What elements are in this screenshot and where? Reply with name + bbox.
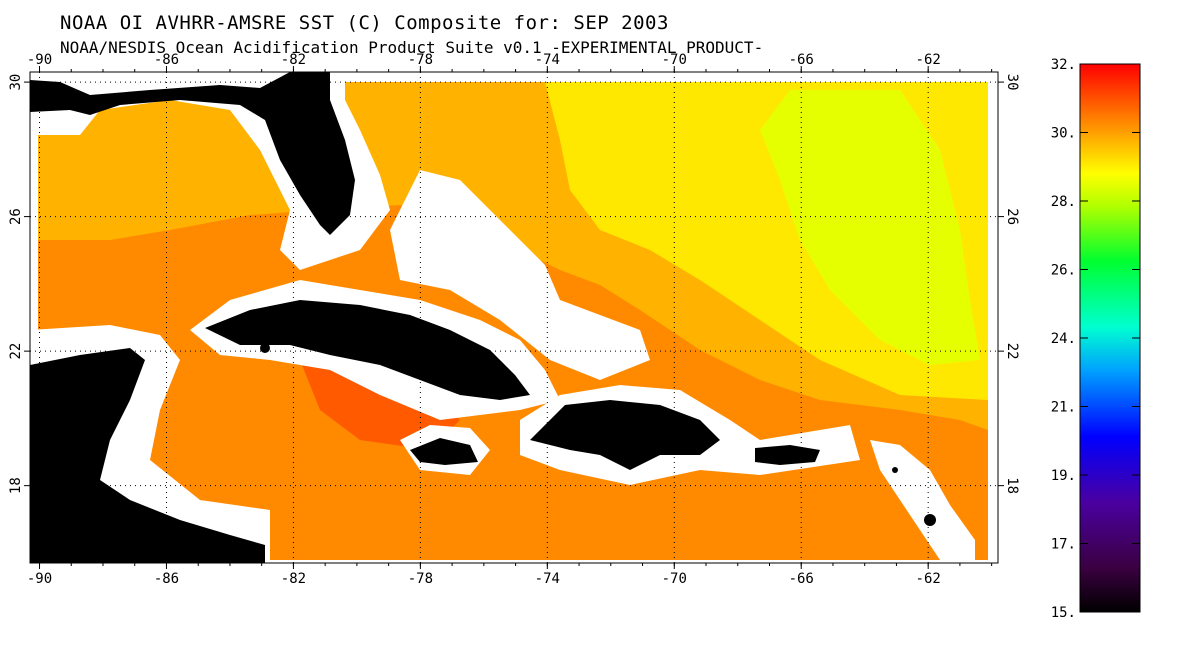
lon-label-top: -66 [789,52,814,68]
map-area [30,72,998,563]
graticule [30,72,998,563]
lon-label-top: -90 [27,52,52,68]
lat-label-left: 18 [8,477,24,494]
colorbar-label: 19. [1051,468,1076,484]
colorbar-ticks: 32. 30. 28. 26. 24. 21. 19. 17. 15. [1051,57,1140,621]
lat-label-right: 30 [1004,74,1020,91]
lon-label-bottom: -74 [535,571,560,587]
map-title: NOAA OI AVHRR-AMSRE SST (C) Composite fo… [60,12,669,34]
colorbar-label: 26. [1051,263,1076,279]
colorbar-label: 21. [1051,400,1076,416]
lon-label-bottom: -62 [916,571,941,587]
lon-label-bottom: -86 [154,571,179,587]
colorbar-label: 17. [1051,537,1076,553]
island-small [892,467,898,473]
land-jamaica [410,438,478,465]
lon-label-top: -86 [154,52,179,68]
land-hispaniola [530,400,720,470]
lon-label-bottom: -90 [27,571,52,587]
lat-label-right: 18 [1004,477,1020,494]
colorbar-label: 24. [1051,331,1076,347]
lon-label-bottom: -66 [789,571,814,587]
map-subtitle: NOAA/NESDIS Ocean Acidification Product … [60,38,764,57]
map-axes: -90 -90 -86 -86 -82 -82 -78 -78 -74 -74 -70 -70 -66 -… [8,52,1020,587]
lon-label-top: -62 [916,52,941,68]
lon-label-top: -70 [662,52,687,68]
lat-label-left: 22 [8,343,24,360]
lon-label-bottom: -82 [281,571,306,587]
land-cuba [205,300,530,400]
colorbar-label: 30. [1051,126,1076,142]
land-puerto-rico [755,445,820,465]
lon-label-bottom: -78 [408,571,433,587]
colorbar [1079,63,1141,613]
lon-label-top: -74 [535,52,560,68]
lat-label-right: 22 [1004,343,1020,360]
colorbar-label: 32. [1051,57,1076,73]
lat-label-left: 30 [8,74,24,91]
sst-region-cooler [760,90,980,365]
island-small [260,343,270,353]
lat-label-left: 26 [8,208,24,225]
land-florida [30,72,355,235]
lat-label-right: 26 [1004,208,1020,225]
map-frame [29,71,999,564]
colorbar-label: 15. [1051,605,1076,621]
colorbar-label: 28. [1051,194,1076,210]
island-small [924,514,936,526]
land-yucatan [30,348,265,563]
lon-label-bottom: -70 [662,571,687,587]
lon-label-top: -78 [408,52,433,68]
coast-mask-bahamas [390,170,650,380]
lon-label-top: -82 [281,52,306,68]
